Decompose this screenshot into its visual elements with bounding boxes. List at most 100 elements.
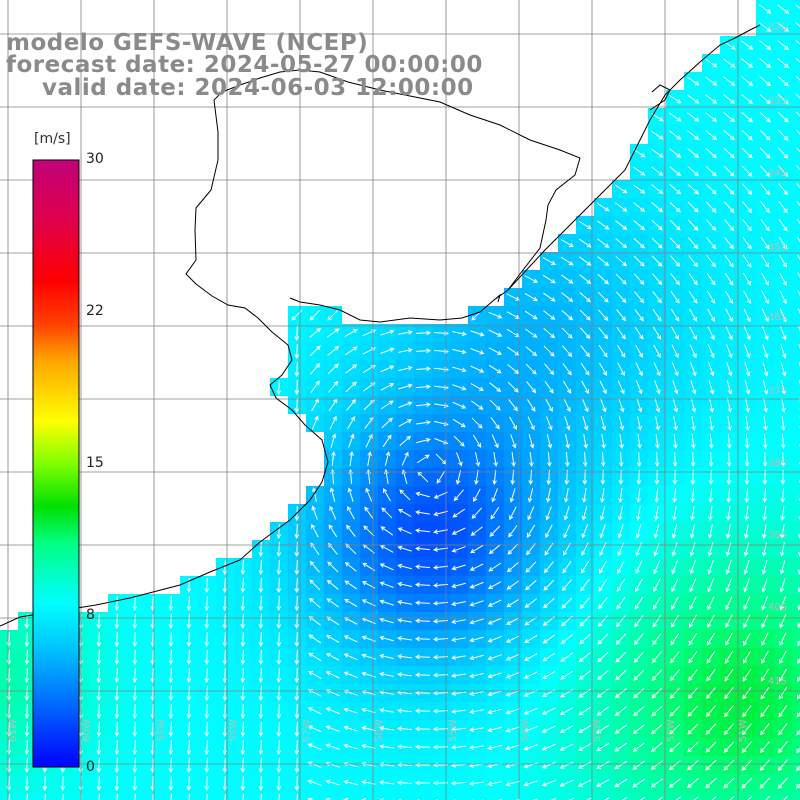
wind-arrow (725, 344, 733, 359)
wind-arrow (723, 183, 735, 195)
wind-arrow (741, 111, 753, 123)
wind-arrow (564, 488, 569, 503)
wind-arrow (650, 724, 663, 735)
wind-arrow (615, 202, 628, 212)
wind-arrow (380, 347, 395, 354)
wind-arrow (582, 416, 589, 431)
wind-arrow (326, 616, 340, 626)
wind-arrow (635, 344, 643, 358)
field-cell (792, 666, 800, 684)
field-cell (792, 450, 800, 468)
wind-arrow (797, 639, 800, 647)
wind-arrow (760, 183, 771, 196)
wind-arrow (168, 613, 174, 630)
wind-arrow (325, 725, 340, 732)
wind-arrow (294, 523, 300, 540)
wind-arrow (582, 451, 588, 468)
wind-arrow (723, 705, 734, 718)
wind-arrow (778, 201, 788, 214)
wind-arrow (379, 780, 395, 785)
wind-arrow (511, 451, 516, 467)
wind-arrow (222, 775, 228, 792)
wind-arrow (727, 433, 732, 450)
field-cell (792, 702, 800, 720)
wind-arrow (669, 687, 681, 699)
wind-arrow (469, 727, 484, 732)
wind-arrow (222, 595, 228, 612)
wind-arrow (347, 487, 354, 502)
wind-arrow (741, 777, 753, 789)
wind-arrow (560, 634, 573, 645)
wind-arrow (741, 723, 752, 736)
wind-arrow (526, 524, 536, 538)
wind-arrow (689, 524, 696, 539)
wind-arrow (204, 757, 210, 774)
wind-arrow (669, 219, 681, 231)
wind-arrow (414, 780, 431, 786)
wind-arrow (598, 597, 608, 610)
wind-arrow (599, 524, 606, 539)
wind-arrow (397, 798, 402, 800)
wind-arrow (673, 433, 678, 449)
wind-arrow (344, 580, 358, 590)
wind-arrow (186, 613, 192, 630)
wind-arrow (761, 596, 769, 611)
wind-arrow (671, 560, 679, 575)
wind-arrow (414, 564, 431, 570)
forecast-date: forecast date: 2024-05-27 00:00:00 (6, 52, 483, 78)
wind-arrow (724, 668, 734, 682)
wind-arrow (708, 487, 714, 504)
wind-arrow (397, 654, 413, 659)
wind-arrow (294, 775, 300, 792)
wind-arrow (24, 757, 30, 774)
wind-arrow (488, 544, 501, 555)
wind-arrow (596, 706, 609, 716)
wind-arrow (743, 326, 751, 341)
wind-arrow (795, 40, 800, 45)
wind-arrow (669, 130, 682, 140)
wind-arrow (524, 598, 537, 608)
wind-arrow (62, 793, 64, 800)
wind-arrow (240, 685, 246, 702)
wind-arrow (451, 745, 467, 750)
wind-arrow (487, 781, 502, 787)
wind-arrow (780, 451, 786, 468)
wind-arrow (705, 777, 717, 789)
wind-arrow (759, 40, 772, 50)
wind-arrow (452, 384, 467, 391)
wind-arrow (617, 380, 625, 395)
wind-arrow (668, 112, 682, 122)
field-cell (630, 792, 648, 800)
wind-arrow (276, 595, 282, 612)
wind-arrow (761, 650, 769, 665)
wind-arrow (398, 401, 413, 408)
wind-arrow (505, 744, 520, 751)
wind-arrow (343, 653, 358, 661)
wind-arrow (579, 274, 592, 285)
wind-arrow (505, 653, 520, 661)
wind-arrow (761, 632, 769, 647)
wind-arrow (621, 797, 628, 800)
wind-arrow (114, 757, 120, 774)
wind-arrow (762, 487, 768, 504)
wind-arrow (616, 578, 626, 592)
wind-arrow (669, 201, 681, 213)
wind-arrow (777, 58, 790, 69)
wind-arrow (114, 739, 120, 756)
wind-arrow (671, 542, 678, 557)
wind-arrow (524, 293, 538, 302)
wind-arrow (779, 578, 786, 593)
wind-arrow (705, 741, 717, 753)
wind-arrow (450, 780, 467, 786)
wind-arrow (415, 491, 430, 498)
field-cell (486, 792, 504, 800)
wind-arrow (132, 649, 138, 666)
wind-arrow (471, 417, 483, 429)
wind-arrow (670, 632, 680, 646)
field-cell (792, 486, 800, 504)
wind-arrow (96, 703, 102, 720)
wind-arrow (545, 506, 552, 521)
wind-arrow (578, 670, 591, 680)
longitude-tick-label: 51W (738, 719, 749, 742)
wind-arrow (6, 721, 12, 738)
